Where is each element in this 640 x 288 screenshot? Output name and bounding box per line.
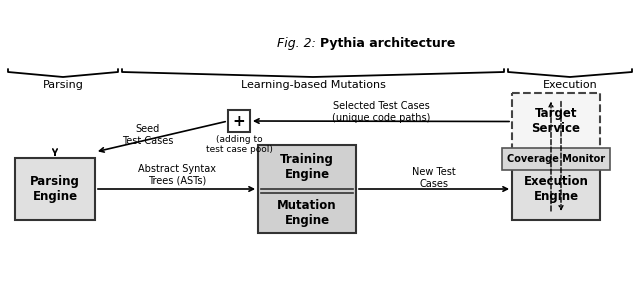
Bar bbox=[502, 148, 610, 170]
Bar bbox=[228, 110, 250, 132]
Text: Parsing
Engine: Parsing Engine bbox=[30, 175, 80, 203]
Text: +: + bbox=[232, 113, 245, 128]
Bar bbox=[15, 158, 95, 220]
Text: Fig. 2:: Fig. 2: bbox=[277, 37, 320, 50]
Text: Selected Test Cases
(unique code paths): Selected Test Cases (unique code paths) bbox=[332, 101, 430, 123]
Text: Mutation
Engine: Mutation Engine bbox=[277, 199, 337, 227]
Text: Abstract Syntax
Trees (ASTs): Abstract Syntax Trees (ASTs) bbox=[138, 164, 216, 186]
Text: Coverage Monitor: Coverage Monitor bbox=[507, 154, 605, 164]
Bar bbox=[512, 158, 600, 220]
Bar bbox=[512, 93, 600, 150]
Text: Seed
Test Cases: Seed Test Cases bbox=[122, 124, 173, 146]
Text: Execution
Engine: Execution Engine bbox=[524, 175, 588, 203]
Text: Learning-based Mutations: Learning-based Mutations bbox=[241, 80, 385, 90]
Text: Parsing: Parsing bbox=[43, 80, 83, 90]
Text: Pythia architecture: Pythia architecture bbox=[320, 37, 456, 50]
Text: Training
Engine: Training Engine bbox=[280, 153, 334, 181]
Text: (adding to
test case pool): (adding to test case pool) bbox=[205, 135, 273, 154]
Text: Target
Service: Target Service bbox=[531, 107, 580, 135]
Text: Execution: Execution bbox=[543, 80, 597, 90]
Bar bbox=[258, 145, 356, 233]
Text: New Test
Cases: New Test Cases bbox=[412, 167, 456, 189]
